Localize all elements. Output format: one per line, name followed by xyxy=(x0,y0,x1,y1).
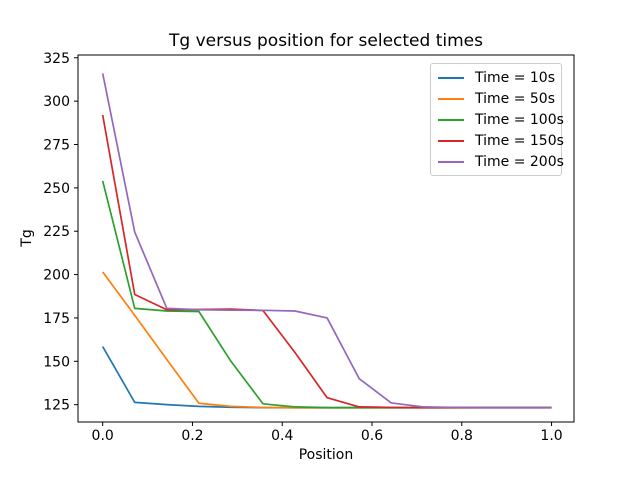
chart-title: Tg versus position for selected times xyxy=(169,31,483,51)
y-tick-label: 200 xyxy=(43,268,70,284)
axes-spines xyxy=(77,54,575,423)
legend-label: Time = 200s xyxy=(475,153,564,170)
y-axis-label: Tg xyxy=(19,229,35,247)
x-tick-label: 0.4 xyxy=(271,428,293,444)
x-tick-label: 0.0 xyxy=(92,428,114,444)
legend-line-sample xyxy=(438,160,464,163)
x-axis-label: Position xyxy=(298,447,354,463)
series-line-time-50s xyxy=(102,271,552,409)
legend-item: Time = 200s xyxy=(438,151,564,172)
y-tick-label: 225 xyxy=(43,224,70,240)
y-tick-label: 150 xyxy=(43,354,70,370)
x-tick-label: 0.8 xyxy=(451,428,473,444)
legend-label: Time = 10s xyxy=(475,69,556,86)
legend-label: Time = 100s xyxy=(475,111,564,128)
y-tick-label: 175 xyxy=(43,311,70,327)
y-tick-label: 300 xyxy=(43,94,70,110)
legend-item: Time = 150s xyxy=(438,130,564,151)
x-tick-label: 1.0 xyxy=(540,428,562,444)
y-tick-label: 250 xyxy=(43,181,70,197)
y-tick-label: 275 xyxy=(43,137,70,153)
legend-label: Time = 50s xyxy=(475,90,556,107)
legend-item: Time = 100s xyxy=(438,109,564,130)
y-tick-label: 325 xyxy=(43,51,70,67)
legend-line-sample xyxy=(438,118,464,121)
x-tick-label: 0.6 xyxy=(361,428,383,444)
legend-item: Time = 10s xyxy=(438,67,561,88)
legend-label: Time = 150s xyxy=(475,132,564,149)
y-tick-label: 125 xyxy=(43,398,70,414)
series-line-time-200s xyxy=(101,73,552,409)
legend-item: Time = 50s xyxy=(438,88,561,109)
series-line-time-100s xyxy=(101,180,552,409)
x-tick-label: 0.2 xyxy=(181,428,203,444)
legend-line-sample xyxy=(438,97,464,100)
legend: Time = 10s Time = 50s Time = 100s Time = 15… xyxy=(430,63,564,176)
legend-line-sample xyxy=(438,139,464,142)
legend-line-sample xyxy=(438,76,464,79)
